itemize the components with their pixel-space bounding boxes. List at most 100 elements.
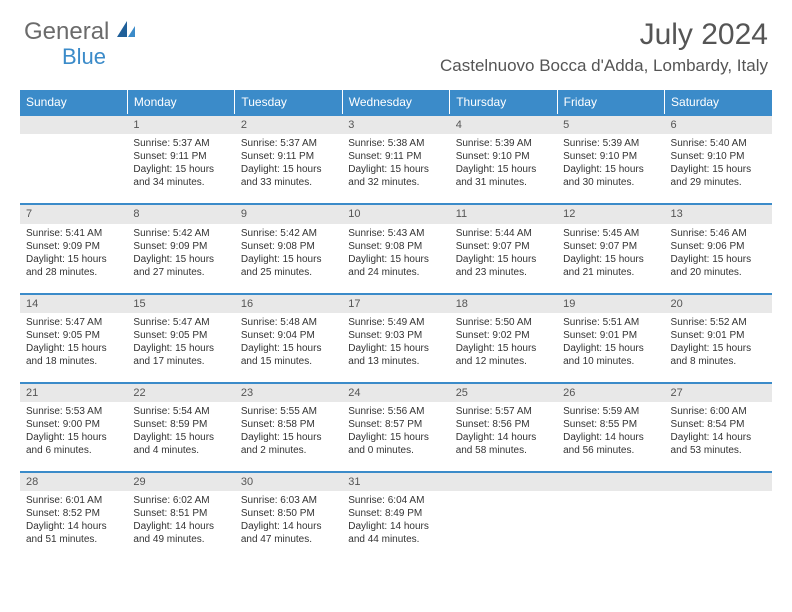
daylight-text: and 53 minutes. — [671, 444, 766, 457]
daylight-text: Daylight: 15 hours — [241, 342, 336, 355]
day-cell: Sunrise: 5:48 AMSunset: 9:04 PMDaylight:… — [235, 313, 342, 383]
sunset-text: Sunset: 9:04 PM — [241, 329, 336, 342]
daylight-text: and 33 minutes. — [241, 176, 336, 189]
daylight-text: and 49 minutes. — [133, 533, 228, 546]
sunset-text: Sunset: 9:08 PM — [241, 240, 336, 253]
daylight-text: and 8 minutes. — [671, 355, 766, 368]
daylight-text: Daylight: 15 hours — [26, 342, 121, 355]
daylight-text: and 34 minutes. — [133, 176, 228, 189]
day-cell: Sunrise: 5:37 AMSunset: 9:11 PMDaylight:… — [127, 134, 234, 204]
day-cell: Sunrise: 5:46 AMSunset: 9:06 PMDaylight:… — [665, 224, 772, 294]
day-number: 17 — [342, 294, 449, 313]
daylight-text: Daylight: 14 hours — [241, 520, 336, 533]
day-cell: Sunrise: 5:45 AMSunset: 9:07 PMDaylight:… — [557, 224, 664, 294]
sunrise-text: Sunrise: 6:01 AM — [26, 494, 121, 507]
sunrise-text: Sunrise: 5:46 AM — [671, 227, 766, 240]
day-number: 21 — [20, 383, 127, 402]
day-number: 15 — [127, 294, 234, 313]
sunset-text: Sunset: 9:08 PM — [348, 240, 443, 253]
day-cell — [665, 491, 772, 561]
daylight-text: and 23 minutes. — [456, 266, 551, 279]
logo-text-blue: Blue — [62, 44, 106, 70]
sunrise-text: Sunrise: 5:54 AM — [133, 405, 228, 418]
sunrise-text: Sunrise: 5:38 AM — [348, 137, 443, 150]
daylight-text: and 20 minutes. — [671, 266, 766, 279]
day-number: 10 — [342, 204, 449, 223]
sunset-text: Sunset: 9:07 PM — [456, 240, 551, 253]
logo-sail-icon — [115, 19, 137, 46]
day-cell — [450, 491, 557, 561]
sunrise-text: Sunrise: 5:41 AM — [26, 227, 121, 240]
day-cell: Sunrise: 5:59 AMSunset: 8:55 PMDaylight:… — [557, 402, 664, 472]
weekday-header: Friday — [557, 90, 664, 115]
weekday-header-row: Sunday Monday Tuesday Wednesday Thursday… — [20, 90, 772, 115]
calendar-table: Sunday Monday Tuesday Wednesday Thursday… — [20, 90, 772, 561]
sunrise-text: Sunrise: 5:47 AM — [133, 316, 228, 329]
daylight-text: and 13 minutes. — [348, 355, 443, 368]
sunrise-text: Sunrise: 6:02 AM — [133, 494, 228, 507]
day-cell: Sunrise: 5:50 AMSunset: 9:02 PMDaylight:… — [450, 313, 557, 383]
daylight-text: and 44 minutes. — [348, 533, 443, 546]
sunset-text: Sunset: 8:49 PM — [348, 507, 443, 520]
sunrise-text: Sunrise: 5:45 AM — [563, 227, 658, 240]
sunrise-text: Sunrise: 5:44 AM — [456, 227, 551, 240]
sunrise-text: Sunrise: 6:04 AM — [348, 494, 443, 507]
sunset-text: Sunset: 9:07 PM — [563, 240, 658, 253]
weekday-header: Saturday — [665, 90, 772, 115]
sunset-text: Sunset: 9:02 PM — [456, 329, 551, 342]
day-content-row: Sunrise: 5:41 AMSunset: 9:09 PMDaylight:… — [20, 224, 772, 294]
daylight-text: and 15 minutes. — [241, 355, 336, 368]
sunset-text: Sunset: 8:55 PM — [563, 418, 658, 431]
daylight-text: Daylight: 15 hours — [563, 342, 658, 355]
day-cell — [20, 134, 127, 204]
day-number: 28 — [20, 472, 127, 491]
sunrise-text: Sunrise: 5:42 AM — [241, 227, 336, 240]
day-number: 19 — [557, 294, 664, 313]
day-cell: Sunrise: 5:53 AMSunset: 9:00 PMDaylight:… — [20, 402, 127, 472]
day-cell: Sunrise: 5:41 AMSunset: 9:09 PMDaylight:… — [20, 224, 127, 294]
logo-text-general: General — [24, 18, 109, 46]
sunrise-text: Sunrise: 5:47 AM — [26, 316, 121, 329]
sunset-text: Sunset: 8:57 PM — [348, 418, 443, 431]
daylight-text: and 0 minutes. — [348, 444, 443, 457]
sunrise-text: Sunrise: 5:52 AM — [671, 316, 766, 329]
day-cell: Sunrise: 5:42 AMSunset: 9:08 PMDaylight:… — [235, 224, 342, 294]
sunrise-text: Sunrise: 5:43 AM — [348, 227, 443, 240]
daylight-text: Daylight: 14 hours — [563, 431, 658, 444]
sunset-text: Sunset: 9:11 PM — [348, 150, 443, 163]
day-number: 24 — [342, 383, 449, 402]
day-cell: Sunrise: 5:40 AMSunset: 9:10 PMDaylight:… — [665, 134, 772, 204]
day-cell: Sunrise: 5:39 AMSunset: 9:10 PMDaylight:… — [557, 134, 664, 204]
weekday-header: Tuesday — [235, 90, 342, 115]
daylight-text: and 27 minutes. — [133, 266, 228, 279]
day-number: 27 — [665, 383, 772, 402]
sunrise-text: Sunrise: 5:48 AM — [241, 316, 336, 329]
sunrise-text: Sunrise: 6:00 AM — [671, 405, 766, 418]
daylight-text: and 31 minutes. — [456, 176, 551, 189]
sunrise-text: Sunrise: 5:37 AM — [241, 137, 336, 150]
day-number: 7 — [20, 204, 127, 223]
sunrise-text: Sunrise: 5:39 AM — [456, 137, 551, 150]
day-number: 26 — [557, 383, 664, 402]
daylight-text: Daylight: 15 hours — [26, 253, 121, 266]
day-cell: Sunrise: 5:57 AMSunset: 8:56 PMDaylight:… — [450, 402, 557, 472]
daylight-text: and 25 minutes. — [241, 266, 336, 279]
day-number-row: 21222324252627 — [20, 383, 772, 402]
daylight-text: Daylight: 15 hours — [133, 163, 228, 176]
day-number: 4 — [450, 115, 557, 134]
sunset-text: Sunset: 9:10 PM — [563, 150, 658, 163]
logo: General Blue — [24, 18, 139, 46]
sunset-text: Sunset: 9:05 PM — [26, 329, 121, 342]
day-number: 5 — [557, 115, 664, 134]
day-number: 1 — [127, 115, 234, 134]
daylight-text: Daylight: 15 hours — [133, 253, 228, 266]
day-cell: Sunrise: 5:39 AMSunset: 9:10 PMDaylight:… — [450, 134, 557, 204]
day-content-row: Sunrise: 5:53 AMSunset: 9:00 PMDaylight:… — [20, 402, 772, 472]
day-content-row: Sunrise: 5:37 AM Sunset: 9:11 PM Daylight:… — [20, 134, 772, 204]
day-number: 14 — [20, 294, 127, 313]
daylight-text: Daylight: 14 hours — [671, 431, 766, 444]
daylight-text: Daylight: 15 hours — [348, 342, 443, 355]
sunrise-text: Sunrise: 5:53 AM — [26, 405, 121, 418]
daylight-text: Daylight: 15 hours — [241, 253, 336, 266]
day-cell: Sunrise: 5:38 AMSunset: 9:11 PMDaylight:… — [342, 134, 449, 204]
